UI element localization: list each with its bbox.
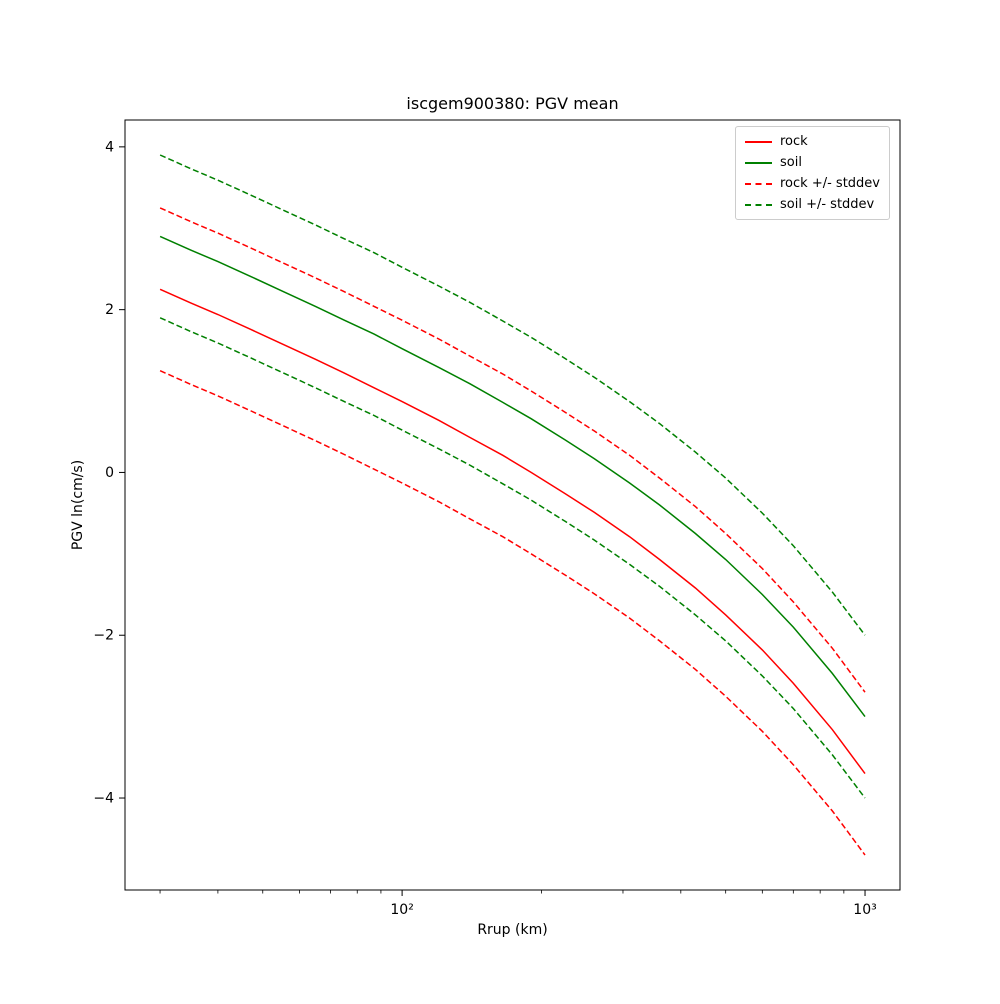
legend-line-sample (745, 203, 772, 206)
y-tick-label: 2 (105, 302, 114, 318)
series-rock (159, 288, 866, 775)
y-axis-label: PGV ln(cm/s) (70, 460, 86, 550)
legend-label: rock +/- stddev (780, 176, 880, 191)
x-tick-label: 10² (390, 902, 413, 918)
legend-item: rock (745, 133, 880, 150)
plot-content: 10² 10³ 4 2 0 −2 −4 (93, 139, 876, 918)
legend-label: soil (780, 155, 802, 170)
series-soil-plus-stddev (159, 154, 866, 636)
legend: rock soil rock +/- stddev soil +/- stddev (735, 126, 890, 220)
legend-label: rock (780, 134, 808, 149)
legend-line-sample (745, 140, 772, 143)
legend-line-sample (745, 182, 772, 185)
series-rock-plus-stddev (159, 207, 866, 693)
y-tick-label: 4 (105, 139, 114, 155)
legend-label: soil +/- stddev (780, 197, 875, 212)
series-soil-minus-stddev (159, 317, 866, 799)
legend-item: soil +/- stddev (745, 196, 880, 213)
x-tick-label: 10³ (853, 902, 876, 918)
y-tick-label: −2 (93, 628, 114, 644)
chart-title: iscgem900380: PGV mean (406, 94, 618, 113)
x-axis-label: Rrup (km) (477, 922, 547, 938)
legend-line-sample (745, 161, 772, 164)
y-tick-label: −4 (93, 791, 114, 807)
series-soil (159, 235, 866, 718)
y-tick-label: 0 (105, 465, 114, 481)
legend-item: soil (745, 154, 880, 171)
plot-border (124, 119, 901, 891)
series-rock-minus-stddev (159, 370, 866, 856)
legend-item: rock +/- stddev (745, 175, 880, 192)
